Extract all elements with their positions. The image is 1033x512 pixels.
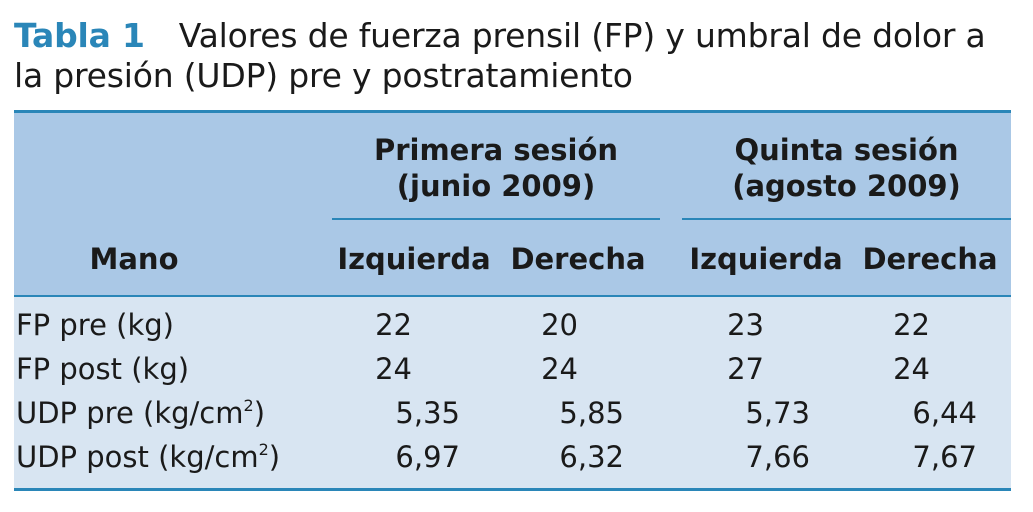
row-label: UDP pre (kg/cm2) bbox=[16, 396, 266, 430]
column-header-derecha-2: Derecha bbox=[862, 242, 998, 276]
table-caption-text-line1: Valores de fuerza prensil (FP) y umbral … bbox=[178, 16, 986, 55]
table-caption-text-line2: la presión (UDP) pre y postratamiento bbox=[14, 56, 633, 95]
column-header-derecha-1: Derecha bbox=[510, 242, 646, 276]
cell-izquierda-1: 22 bbox=[375, 308, 412, 342]
table-bottom-rule bbox=[14, 488, 1011, 491]
table-row-fp-post: FP post (kg) 24 24 27 24 bbox=[14, 347, 1011, 391]
table-header-band bbox=[14, 113, 1011, 295]
row-header-mano: Mano bbox=[89, 242, 179, 276]
group-header-line2: (agosto 2009) bbox=[732, 169, 961, 203]
table-row-udp-post: UDP post (kg/cm2) 6,97 6,32 7,66 7,67 bbox=[14, 435, 1011, 479]
group-rule-quinta-sesion bbox=[682, 218, 1011, 220]
cell-izquierda-2: 7,66 bbox=[745, 440, 810, 474]
cell-derecha-1: 24 bbox=[541, 352, 578, 386]
row-label: FP post (kg) bbox=[16, 352, 190, 386]
table-caption-label: Tabla 1 bbox=[14, 16, 145, 55]
row-label: FP pre (kg) bbox=[16, 308, 174, 342]
table-top-rule bbox=[14, 110, 1011, 113]
group-header-line1: Primera sesión bbox=[373, 133, 619, 167]
table-row-fp-pre: FP pre (kg) 22 20 23 22 bbox=[14, 303, 1011, 347]
group-header-line1: Quinta sesión bbox=[734, 133, 959, 167]
group-header-primera-sesion: Primera sesión (junio 2009) bbox=[332, 132, 660, 204]
cell-derecha-2: 6,44 bbox=[912, 396, 977, 430]
group-header-line2: (junio 2009) bbox=[396, 169, 596, 203]
row-label: UDP post (kg/cm2) bbox=[16, 440, 281, 474]
cell-derecha-2: 22 bbox=[893, 308, 930, 342]
cell-izquierda-1: 5,35 bbox=[395, 396, 460, 430]
cell-izquierda-1: 6,97 bbox=[395, 440, 460, 474]
table-caption: Tabla 1 Valores de fuerza prensil (FP) y … bbox=[14, 16, 1024, 96]
column-header-izquierda-1: Izquierda bbox=[337, 242, 491, 276]
table-header-rule bbox=[14, 295, 1011, 297]
cell-derecha-1: 6,32 bbox=[559, 440, 624, 474]
cell-derecha-1: 20 bbox=[541, 308, 578, 342]
data-table: Primera sesión (junio 2009) Quinta sesió… bbox=[14, 110, 1011, 491]
cell-izquierda-1: 24 bbox=[375, 352, 412, 386]
column-header-izquierda-2: Izquierda bbox=[689, 242, 843, 276]
group-header-quinta-sesion: Quinta sesión (agosto 2009) bbox=[682, 132, 1011, 204]
cell-derecha-2: 24 bbox=[893, 352, 930, 386]
cell-izquierda-2: 23 bbox=[727, 308, 764, 342]
cell-izquierda-2: 5,73 bbox=[745, 396, 810, 430]
cell-derecha-1: 5,85 bbox=[559, 396, 624, 430]
group-rule-primera-sesion bbox=[332, 218, 660, 220]
table-row-udp-pre: UDP pre (kg/cm2) 5,35 5,85 5,73 6,44 bbox=[14, 391, 1011, 435]
cell-derecha-2: 7,67 bbox=[912, 440, 977, 474]
cell-izquierda-2: 27 bbox=[727, 352, 764, 386]
